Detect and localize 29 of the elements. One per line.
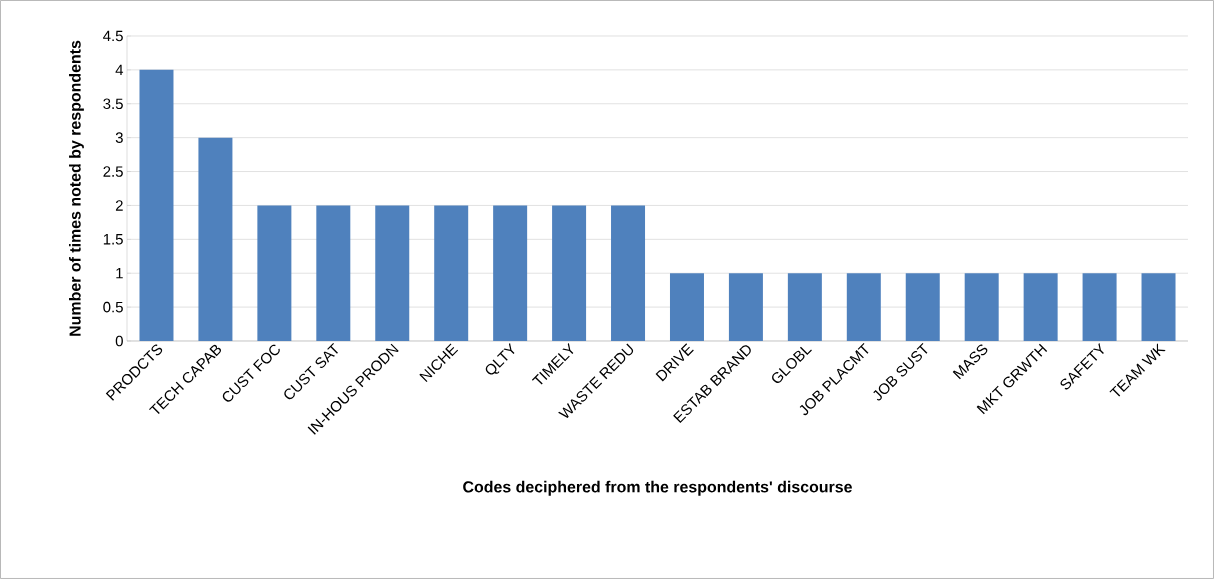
bar	[1082, 273, 1117, 341]
bar	[316, 205, 351, 341]
y-axis-title: Number of times noted by respondents	[69, 40, 84, 336]
bar	[198, 137, 233, 341]
bar	[728, 273, 763, 341]
bar	[139, 69, 174, 341]
bar	[964, 273, 999, 341]
bar	[669, 273, 704, 341]
y-tick-label: 1	[116, 268, 123, 279]
y-tick-label: 3.5	[103, 98, 123, 110]
bar	[552, 205, 587, 341]
bar	[905, 273, 940, 341]
x-axis-title: Codes deciphered from the respondents' discourse	[463, 480, 852, 496]
bar	[1023, 273, 1058, 341]
y-tick-label: 4.5	[103, 30, 123, 42]
y-tick-label: 0.5	[103, 301, 123, 313]
y-tick-label: 2	[115, 200, 123, 211]
bar	[257, 205, 292, 341]
bar	[846, 273, 881, 341]
y-tick-label: 2.5	[103, 166, 123, 177]
y-tick-label: 1.5	[103, 234, 123, 245]
y-tick-label: 3	[115, 132, 123, 143]
bar	[493, 205, 528, 341]
bar	[434, 205, 469, 341]
y-tick-label: 4	[115, 64, 124, 76]
bar	[375, 205, 410, 341]
bar	[1141, 273, 1176, 341]
bar	[611, 205, 646, 341]
bar	[787, 273, 822, 341]
